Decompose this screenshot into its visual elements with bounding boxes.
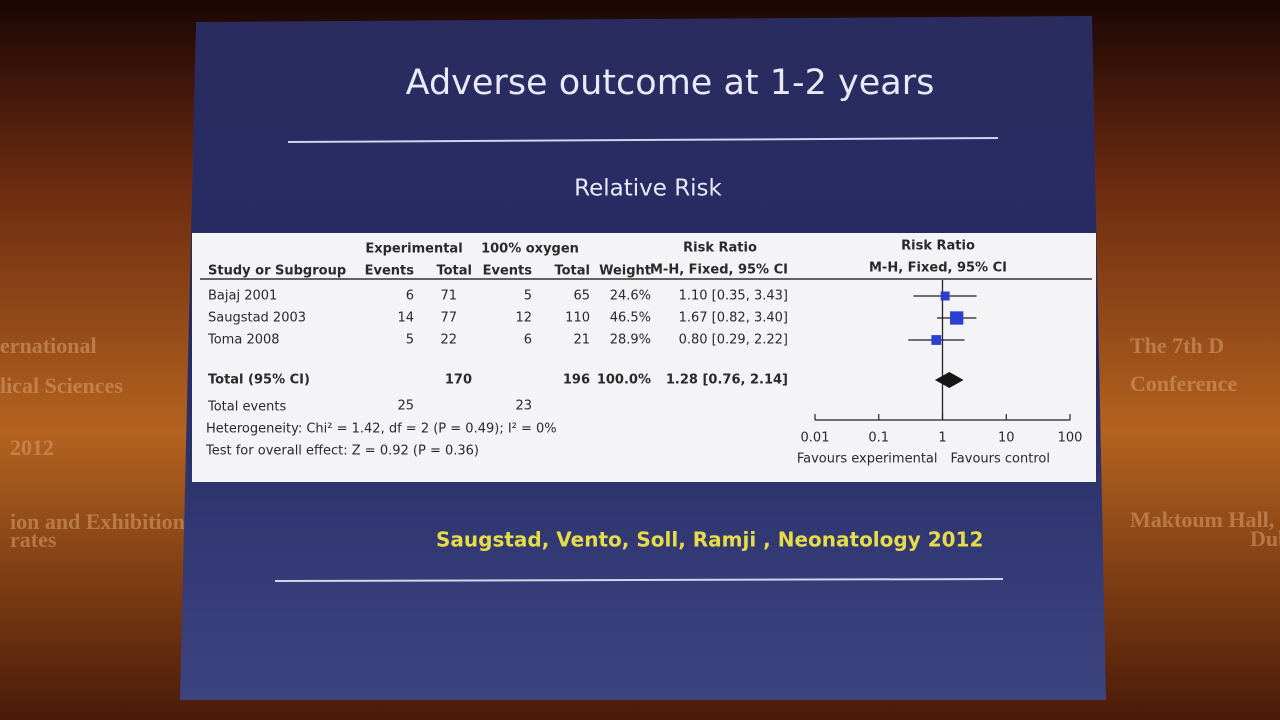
x-tick-label: 1 <box>938 431 946 446</box>
cell: 6 <box>524 333 532 348</box>
banner-text: The 7th D <box>1130 333 1224 358</box>
forest-panel <box>192 233 1096 482</box>
study-name: Saugstad 2003 <box>208 311 306 326</box>
plot-header: Risk Ratio <box>901 239 975 254</box>
citation: Saugstad, Vento, Soll, Ramji , Neonatolo… <box>436 528 983 552</box>
column-header: Events <box>365 264 415 279</box>
banner-right: The 7th D Conference Maktoum Hall, Dubai I… <box>1130 333 1280 551</box>
banner-text: lical Sciences <box>0 373 123 398</box>
banner-text: Conference <box>1130 371 1237 396</box>
cell: 71 <box>440 289 457 304</box>
cell: 24.6% <box>610 289 651 304</box>
summary-diamond <box>934 372 964 388</box>
cell: 14 <box>397 311 414 326</box>
cell: 6 <box>406 289 414 304</box>
column-group: Experimental <box>365 242 462 257</box>
column-header: M-H, Fixed, 95% CI <box>650 263 788 278</box>
divider <box>274 578 1004 582</box>
x-tick-label: 10 <box>998 431 1015 446</box>
column-header: Total <box>554 264 590 279</box>
cell: 1.10 [0.35, 3.43] <box>679 289 788 304</box>
events-label: Total events <box>207 400 287 415</box>
cell: 5 <box>524 289 532 304</box>
banner-text: Maktoum Hall, Dubai Int <box>1130 507 1280 532</box>
cell: 1.28 [0.76, 2.14] <box>666 373 788 388</box>
stat-text: Test for overall effect: Z = 0.92 (P = 0… <box>205 444 479 459</box>
cell: 170 <box>445 373 472 388</box>
banner-text: rates <box>10 527 57 552</box>
cell: 0.80 [0.29, 2.22] <box>679 333 788 348</box>
banner-text: 2012 <box>10 435 54 460</box>
cell: 1.67 [0.82, 3.40] <box>679 311 788 326</box>
total-label: Total (95% CI) <box>208 373 310 388</box>
x-tick-label: 0.01 <box>801 431 830 446</box>
cell: 25 <box>397 399 414 414</box>
favours-label: Favours control <box>951 452 1050 467</box>
cell: 28.9% <box>610 333 651 348</box>
x-tick-label: 0.1 <box>868 431 889 446</box>
forest-plot: Experimental 100% oxygen Risk Ratio Study o… <box>200 239 1092 467</box>
plot-header: M-H, Fixed, 95% CI <box>869 261 1007 276</box>
chart-title: Relative Risk <box>574 176 722 202</box>
x-tick-label: 100 <box>1058 431 1083 446</box>
cell: 23 <box>515 399 532 414</box>
point-estimate <box>950 311 964 325</box>
column-header: Events <box>483 264 533 279</box>
point-estimate <box>931 335 942 345</box>
column-header: Weight <box>599 264 651 279</box>
point-estimate <box>940 291 950 301</box>
cell: 22 <box>440 333 457 348</box>
divider <box>287 137 999 143</box>
favours-label: Favours experimental <box>797 452 938 467</box>
stat-text: Heterogeneity: Chi² = 1.42, df = 2 (P = … <box>206 422 557 437</box>
banner-text: ernational <box>0 333 97 358</box>
cell: 65 <box>573 289 590 304</box>
column-group: 100% oxygen <box>481 242 579 257</box>
cell: 110 <box>565 311 590 326</box>
study-name: Bajaj 2001 <box>208 289 277 304</box>
cell: 5 <box>406 333 414 348</box>
cell: 12 <box>515 311 532 326</box>
column-header: Study or Subgroup <box>208 264 346 279</box>
cell: 196 <box>563 373 590 388</box>
cell: 21 <box>573 333 590 348</box>
cell: 100.0% <box>597 373 651 388</box>
cell: 46.5% <box>610 311 651 326</box>
cell: 77 <box>440 311 457 326</box>
banner-text: Dub <box>1250 526 1280 551</box>
column-header: Risk Ratio <box>683 241 757 256</box>
slide-title: Adverse outcome at 1-2 years <box>406 63 935 103</box>
study-name: Toma 2008 <box>207 333 280 348</box>
column-header: Total <box>436 264 472 279</box>
